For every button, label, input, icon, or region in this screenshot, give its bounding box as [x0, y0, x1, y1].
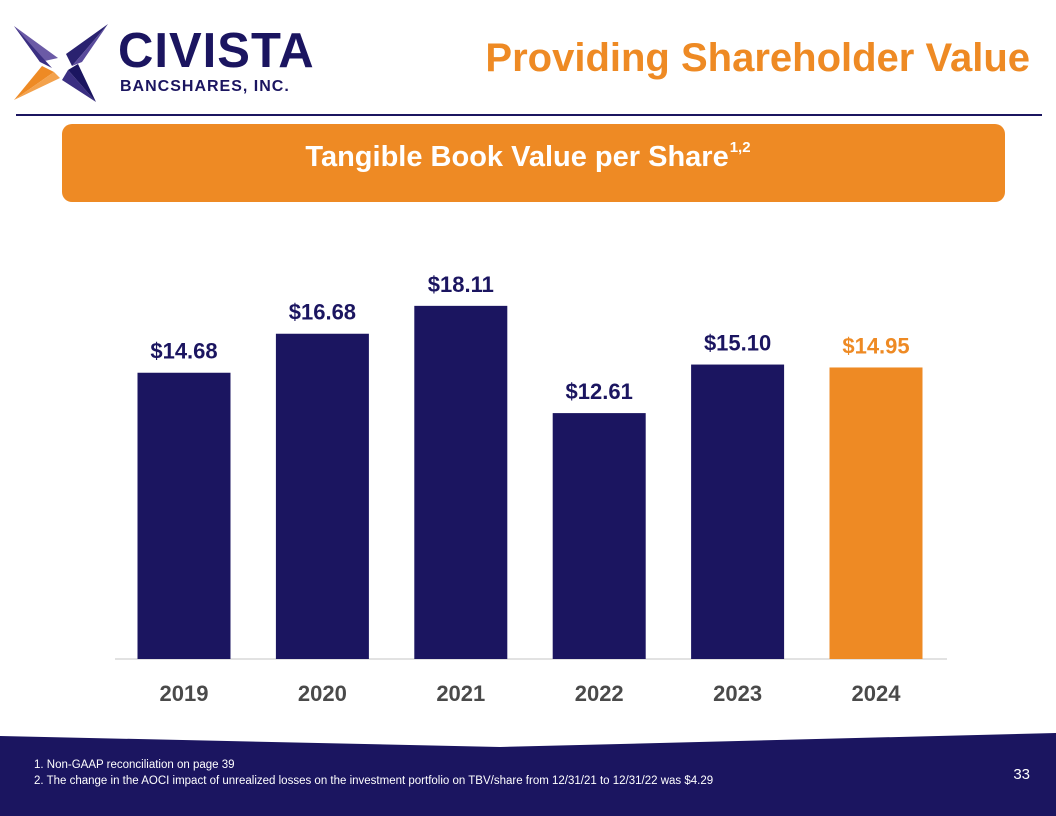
chart-title: Tangible Book Value per Share1,2	[0, 138, 1056, 176]
logo-wordmark: CIVISTA	[118, 24, 315, 78]
data-label-2019: $14.68	[150, 339, 217, 364]
x-tick-2024: 2024	[852, 681, 902, 706]
company-logo: CIVISTA BANCSHARES, INC.	[12, 22, 314, 104]
bar-2019	[137, 372, 231, 659]
bar-2021	[414, 305, 508, 659]
footnotes: 1. Non-GAAP reconciliation on page 39 2.…	[34, 757, 713, 789]
data-label-2023: $15.10	[704, 331, 771, 356]
data-label-2020: $16.68	[289, 300, 356, 325]
x-tick-2021: 2021	[436, 681, 485, 706]
data-label-2024: $14.95	[842, 333, 909, 358]
logo-subtitle: BANCSHARES, INC.	[120, 78, 290, 95]
chart-title-banner	[62, 124, 1005, 202]
page-number: 33	[1013, 766, 1030, 783]
star-logo-icon	[14, 24, 108, 102]
bar-2023	[691, 364, 785, 659]
data-label-2021: $18.11	[428, 272, 494, 297]
x-tick-2022: 2022	[575, 681, 624, 706]
bar-chart: $14.68 2019 $16.68 2020 $18.11 2021 $12.61 2022…	[115, 272, 947, 706]
title-divider	[16, 114, 1042, 116]
footnote-2: 2. The change in the AOCI impact of unre…	[34, 775, 714, 787]
x-tick-2019: 2019	[160, 681, 209, 706]
data-label-2022: $12.61	[566, 379, 633, 404]
page-title: Providing Shareholder Value	[485, 36, 1030, 80]
footer-band	[0, 733, 1056, 816]
x-tick-2020: 2020	[298, 681, 347, 706]
bar-2020	[275, 333, 369, 659]
x-tick-2023: 2023	[713, 681, 762, 706]
footnote-1: 1. Non-GAAP reconciliation on page 39	[34, 759, 235, 771]
chart-title-text: Tangible Book Value per Share	[305, 141, 729, 173]
chart-title-footnote-marker: 1,2	[729, 139, 751, 156]
bar-2024	[829, 367, 923, 659]
bar-2022	[552, 413, 646, 659]
